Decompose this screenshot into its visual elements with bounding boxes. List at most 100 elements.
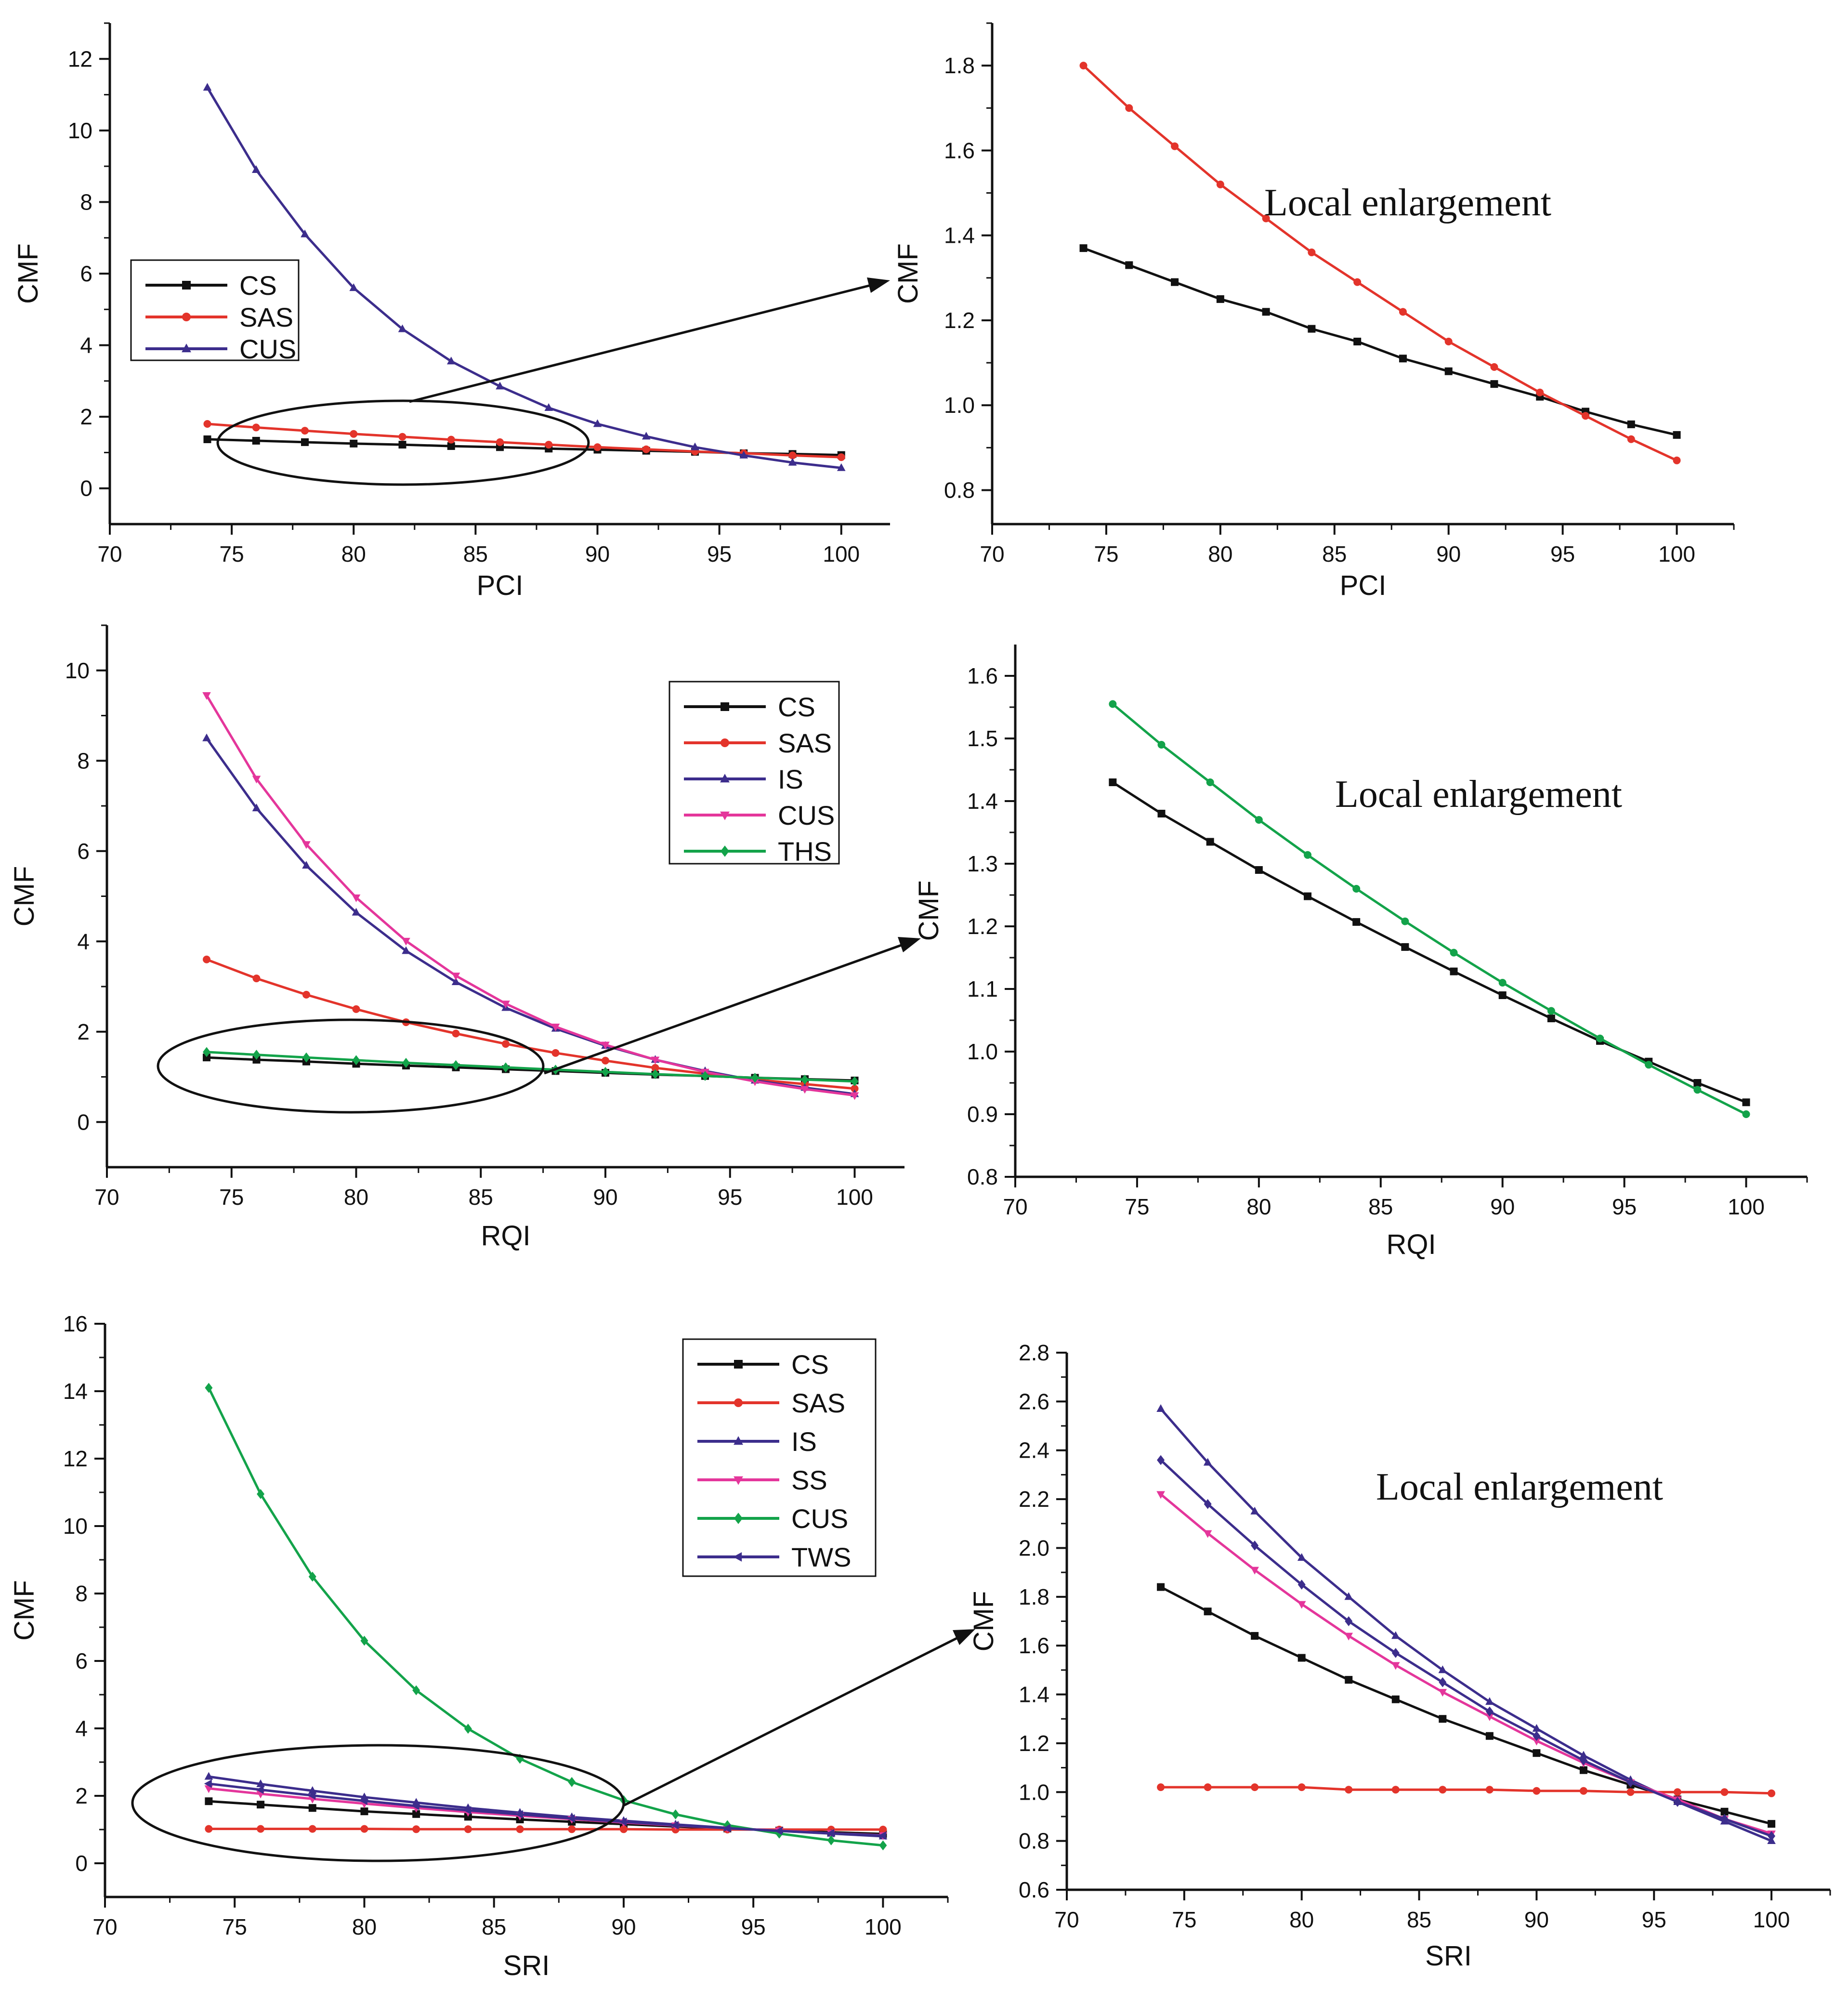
- legend-label-cus: CUS: [778, 800, 835, 830]
- series-ss: [1156, 1491, 1776, 1839]
- data-point: [739, 450, 748, 459]
- data-point: [1627, 420, 1635, 428]
- x-tick-label: 75: [219, 1185, 244, 1210]
- y-tick-label: 1.0: [1019, 1779, 1049, 1805]
- legend-label-cs: CS: [778, 692, 815, 722]
- legend-box: [668, 681, 840, 865]
- legend-box: [682, 1338, 877, 1577]
- data-point: [593, 419, 602, 427]
- data-point: [1345, 1786, 1353, 1794]
- y-tick-label: 1.8: [1019, 1584, 1049, 1609]
- annotation-local-enlargement-rqi: Local enlargement: [1335, 773, 1622, 816]
- x-tick-label: 90: [585, 541, 610, 566]
- data-point: [252, 804, 261, 812]
- series-line: [209, 1782, 883, 1837]
- data-point: [1352, 918, 1361, 926]
- data-point: [1157, 1455, 1165, 1465]
- series-line: [1082, 65, 1678, 462]
- data-point: [1438, 1665, 1447, 1673]
- data-point: [1125, 104, 1133, 112]
- zoom-arrowhead-pci: [867, 277, 890, 293]
- x-tick-label: 80: [1208, 541, 1232, 566]
- y-axis-label: CMF: [9, 866, 40, 927]
- data-point: [360, 1825, 368, 1833]
- data-point: [1203, 1530, 1212, 1538]
- data-point: [1353, 278, 1362, 286]
- y-tick-label: 1.0: [967, 1039, 998, 1064]
- x-tick-label: 80: [352, 1914, 377, 1939]
- data-point: [1645, 1061, 1653, 1069]
- x-tick-label: 70: [92, 1914, 117, 1939]
- y-tick-label: 1.5: [967, 726, 998, 751]
- data-point: [837, 453, 845, 461]
- legend-label-cs: CS: [239, 270, 277, 301]
- data-point: [452, 1060, 460, 1070]
- data-point: [723, 1820, 732, 1831]
- y-tick-label: 0: [80, 476, 92, 501]
- data-point: [352, 1055, 360, 1066]
- data-point: [402, 946, 410, 954]
- data-point: [257, 1825, 265, 1833]
- data-point: [352, 1005, 360, 1013]
- data-point: [349, 283, 358, 291]
- y-tick-label: 14: [63, 1379, 88, 1404]
- data-point: [722, 1824, 731, 1832]
- data-point: [464, 1825, 472, 1833]
- legend-label-cus: CUS: [239, 334, 296, 364]
- y-tick-label: 1.1: [967, 976, 998, 1001]
- data-point: [593, 443, 602, 451]
- data-point: [601, 1041, 610, 1050]
- x-tick-label: 95: [1612, 1194, 1637, 1219]
- data-point: [1344, 1633, 1353, 1641]
- data-point: [412, 1685, 420, 1696]
- data-point: [256, 1779, 265, 1787]
- x-tick-label: 80: [344, 1185, 368, 1210]
- data-point: [1532, 1738, 1541, 1746]
- data-point: [1391, 1695, 1400, 1703]
- legend: CS SAS IS SS CUS TWS: [682, 1338, 877, 1577]
- legend-marker: [182, 281, 191, 290]
- y-tick-label: 1.6: [944, 138, 975, 163]
- y-tick-label: 12: [63, 1446, 88, 1471]
- data-point: [701, 1071, 709, 1081]
- annotation-local-enlargement-pci: Local enlargement: [1264, 182, 1551, 224]
- zoom-arrowhead-rqi: [898, 937, 921, 952]
- data-point: [568, 1777, 576, 1787]
- data-point: [1596, 1034, 1604, 1042]
- data-point: [412, 1825, 420, 1833]
- data-point: [447, 442, 455, 450]
- y-tick-label: 1.6: [967, 663, 998, 688]
- data-point: [1255, 866, 1263, 874]
- data-point: [619, 1825, 628, 1833]
- legend-box: [130, 259, 300, 361]
- legend-label-cs: CS: [791, 1349, 829, 1380]
- x-axis-label: RQI: [1386, 1229, 1436, 1260]
- legend-marker: [720, 774, 730, 783]
- data-point: [205, 1825, 213, 1833]
- zoom-arrow-pci: [409, 280, 887, 403]
- x-tick-label: 100: [1658, 541, 1695, 566]
- x-tick-label: 95: [1550, 541, 1575, 566]
- data-point: [463, 1806, 472, 1815]
- y-tick-label: 0: [77, 1109, 90, 1134]
- series-cus: [202, 692, 859, 1100]
- data-point: [496, 382, 504, 390]
- data-point: [1262, 214, 1270, 223]
- y-tick-label: 2: [80, 404, 92, 429]
- data-point: [1345, 1616, 1353, 1626]
- x-axis-label: SRI: [1425, 1940, 1472, 1972]
- data-point: [1171, 142, 1179, 150]
- zoom-ellipse-sri: [131, 1744, 625, 1862]
- data-point: [398, 324, 407, 332]
- x-axis-label: PCI: [477, 570, 524, 601]
- chart-rqi-zoom: 70 75 80 85 90 95 100 0.8 0.9 1.0 1.1 1.2 1.3 1.4 1.5 1…: [913, 645, 1808, 1260]
- data-point: [502, 1062, 510, 1073]
- data-point: [1768, 1789, 1776, 1797]
- data-point: [308, 1825, 316, 1833]
- zoom-annotations: [131, 277, 975, 1862]
- legend-marker: [182, 343, 191, 353]
- legend-marker: [734, 1436, 743, 1445]
- data-point: [642, 432, 651, 440]
- y-tick-label: 12: [68, 46, 92, 71]
- y-tick-label: 1.4: [944, 223, 975, 248]
